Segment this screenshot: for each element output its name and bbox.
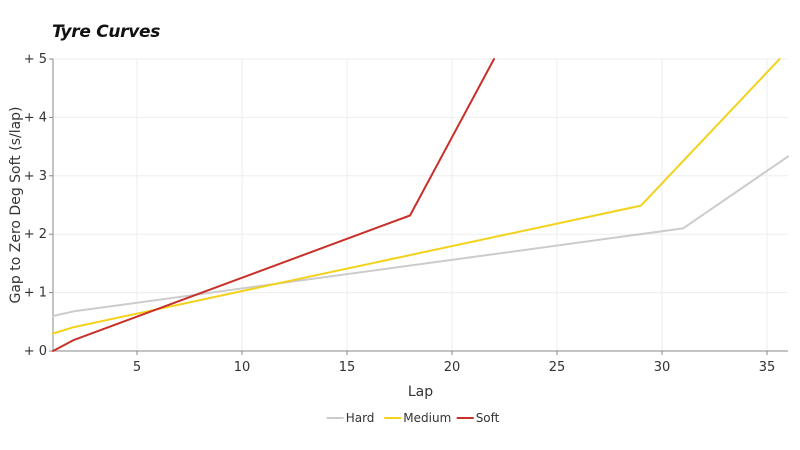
x-tick-label: 30: [654, 360, 671, 375]
legend-label: Medium: [403, 411, 451, 425]
y-tick-label: + 1: [24, 286, 47, 301]
y-tick-label: + 2: [24, 227, 47, 242]
x-axis-label: Lap: [408, 384, 433, 400]
legend-item-soft: Soft: [456, 411, 500, 425]
legend-label: Hard: [346, 411, 375, 425]
series-line-medium: [52, 58, 781, 335]
x-tick-label: 35: [759, 360, 776, 375]
y-tick-label: + 3: [24, 169, 47, 184]
x-tick-label: 10: [234, 360, 251, 375]
legend: Hard Medium Soft: [326, 411, 500, 425]
legend-item-medium: Medium: [384, 411, 451, 425]
y-tick-label: + 0: [24, 344, 47, 359]
x-tick-label: 5: [133, 360, 141, 375]
x-tick-label: 25: [549, 360, 566, 375]
x-tick-label: 15: [339, 360, 356, 375]
series-line-soft: [52, 58, 495, 352]
series-lines: [52, 58, 789, 352]
x-tick-label: 20: [444, 360, 461, 375]
x-axis-ticks: 5 10 15 20 25 30 35: [133, 351, 775, 375]
y-axis-label: Gap to Zero Deg Soft (s/lap): [8, 106, 24, 303]
y-tick-label: + 5: [24, 52, 47, 67]
legend-label: Soft: [476, 411, 500, 425]
y-tick-label: + 4: [24, 110, 47, 125]
chart-title: Tyre Curves: [52, 22, 161, 42]
series-line-hard: [52, 155, 789, 317]
legend-item-hard: Hard: [326, 411, 375, 425]
grid: [53, 58, 788, 352]
y-axis-ticks: + 0 + 1 + 2 + 3 + 4 + 5: [24, 52, 53, 359]
